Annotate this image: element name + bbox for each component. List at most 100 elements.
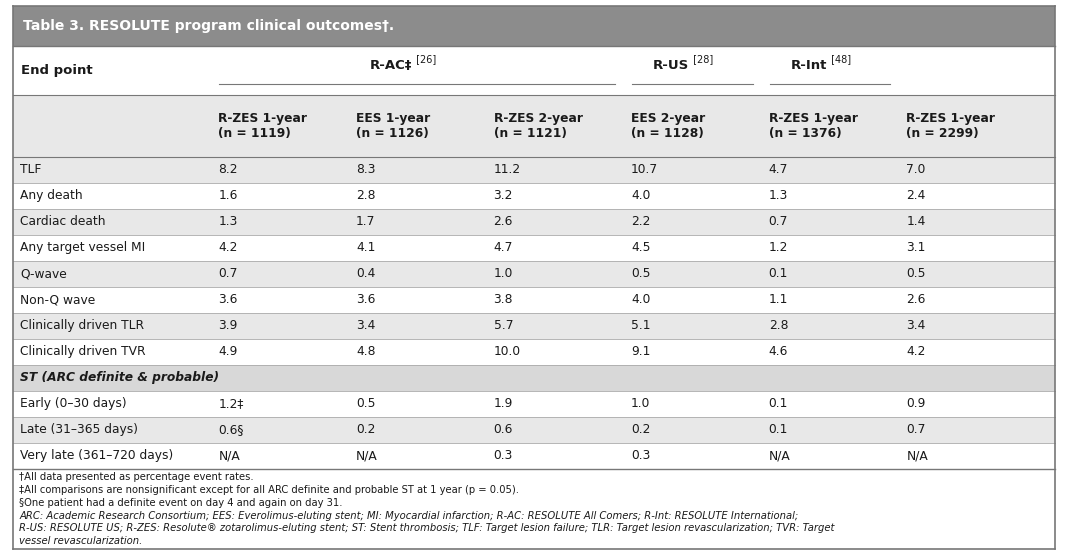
Text: 1.3: 1.3	[218, 215, 238, 228]
Bar	[13, 443, 1055, 469]
Text: 0.3: 0.3	[493, 450, 513, 462]
Text: N/A: N/A	[769, 450, 790, 462]
Text: 3.6: 3.6	[356, 293, 375, 306]
Text: Any target vessel MI: Any target vessel MI	[20, 241, 145, 254]
Text: 0.1: 0.1	[769, 397, 788, 410]
Text: 4.0: 4.0	[631, 293, 650, 306]
Text: 2.6: 2.6	[493, 215, 513, 228]
Text: 1.6: 1.6	[218, 189, 238, 202]
Text: 1.0: 1.0	[493, 267, 513, 280]
Bar	[13, 469, 1055, 549]
Text: ‡All comparisons are nonsignificant except for all ARC definite and probable ST : ‡All comparisons are nonsignificant exce…	[19, 485, 519, 495]
Text: 0.7: 0.7	[769, 215, 788, 228]
Text: 10.7: 10.7	[631, 163, 658, 176]
Bar	[13, 339, 1055, 365]
Text: [26]: [26]	[413, 54, 436, 64]
Text: EES 2-year
(n = 1128): EES 2-year (n = 1128)	[631, 112, 705, 140]
Text: 2.8: 2.8	[356, 189, 376, 202]
Text: 0.9: 0.9	[907, 397, 926, 410]
Text: 4.2: 4.2	[907, 345, 926, 359]
Text: 0.1: 0.1	[769, 267, 788, 280]
Bar	[13, 209, 1055, 235]
Text: 4.7: 4.7	[493, 241, 513, 254]
Text: 1.2‡: 1.2‡	[218, 397, 244, 410]
Text: Cardiac death: Cardiac death	[20, 215, 106, 228]
Text: 4.5: 4.5	[631, 241, 650, 254]
Bar	[13, 183, 1055, 209]
Text: R-Int: R-Int	[790, 59, 827, 72]
Text: N/A: N/A	[356, 450, 378, 462]
Text: 1.1: 1.1	[769, 293, 788, 306]
Text: [48]: [48]	[828, 54, 851, 64]
Text: ARC: Academic Research Consortium; EES: Everolimus-eluting stent; MI: Myocardial: ARC: Academic Research Consortium; EES: …	[19, 511, 799, 521]
Text: 0.5: 0.5	[631, 267, 650, 280]
Text: 3.6: 3.6	[218, 293, 238, 306]
Text: 0.2: 0.2	[356, 423, 375, 436]
Text: [28]: [28]	[690, 54, 713, 64]
Text: 7.0: 7.0	[907, 163, 926, 176]
Text: 4.7: 4.7	[769, 163, 788, 176]
Bar	[13, 261, 1055, 287]
Text: R-ZES 1-year
(n = 2299): R-ZES 1-year (n = 2299)	[907, 112, 995, 140]
Text: 0.3: 0.3	[631, 450, 650, 462]
Text: R-ZES 1-year
(n = 1376): R-ZES 1-year (n = 1376)	[769, 112, 858, 140]
Text: N/A: N/A	[218, 450, 240, 462]
Text: Q-wave: Q-wave	[20, 267, 67, 280]
Text: Table 3. RESOLUTE program clinical outcomes†.: Table 3. RESOLUTE program clinical outco…	[23, 18, 394, 33]
Bar	[13, 157, 1055, 183]
Text: 3.4: 3.4	[356, 319, 375, 332]
Text: N/A: N/A	[907, 450, 928, 462]
Bar	[13, 95, 1055, 157]
Bar	[13, 287, 1055, 313]
Text: 0.5: 0.5	[356, 397, 376, 410]
Text: End point: End point	[21, 64, 93, 77]
Text: 2.6: 2.6	[907, 293, 926, 306]
Text: Late (31–365 days): Late (31–365 days)	[20, 423, 138, 436]
Text: TLF: TLF	[20, 163, 42, 176]
Text: 2.8: 2.8	[769, 319, 788, 332]
Text: 0.6§: 0.6§	[218, 423, 244, 436]
Text: 2.2: 2.2	[631, 215, 650, 228]
Text: vessel revascularization.: vessel revascularization.	[19, 536, 142, 546]
Text: 0.5: 0.5	[907, 267, 926, 280]
Text: 4.2: 4.2	[218, 241, 238, 254]
Text: 0.2: 0.2	[631, 423, 650, 436]
Text: 8.2: 8.2	[218, 163, 238, 176]
Bar	[13, 313, 1055, 339]
Text: 1.3: 1.3	[769, 189, 788, 202]
Bar	[13, 417, 1055, 443]
Text: 0.7: 0.7	[907, 423, 926, 436]
Text: Any death: Any death	[20, 189, 83, 202]
Text: 0.1: 0.1	[769, 423, 788, 436]
Text: †All data presented as percentage event rates.: †All data presented as percentage event …	[19, 472, 254, 482]
Text: 4.9: 4.9	[218, 345, 238, 359]
Bar	[13, 6, 1055, 46]
Text: 5.1: 5.1	[631, 319, 650, 332]
Text: §One patient had a definite event on day 4 and again on day 31.: §One patient had a definite event on day…	[19, 498, 343, 508]
Text: 10.0: 10.0	[493, 345, 521, 359]
Text: 4.0: 4.0	[631, 189, 650, 202]
Text: 1.4: 1.4	[907, 215, 926, 228]
Text: ST (ARC definite & probable): ST (ARC definite & probable)	[20, 371, 219, 385]
Text: 2.4: 2.4	[907, 189, 926, 202]
Text: Very late (361–720 days): Very late (361–720 days)	[20, 450, 173, 462]
Text: R-US: R-US	[653, 59, 689, 72]
Text: 5.7: 5.7	[493, 319, 513, 332]
Text: 3.9: 3.9	[218, 319, 238, 332]
Text: 4.6: 4.6	[769, 345, 788, 359]
Text: 1.0: 1.0	[631, 397, 650, 410]
Text: 3.8: 3.8	[493, 293, 513, 306]
Text: R-ZES 2-year
(n = 1121): R-ZES 2-year (n = 1121)	[493, 112, 582, 140]
Bar	[13, 46, 1055, 95]
Text: R-AC‡: R-AC‡	[370, 59, 412, 72]
Text: 11.2: 11.2	[493, 163, 521, 176]
Text: 4.1: 4.1	[356, 241, 375, 254]
Text: 3.4: 3.4	[907, 319, 926, 332]
Text: 3.2: 3.2	[493, 189, 513, 202]
Text: 0.7: 0.7	[218, 267, 238, 280]
Bar	[13, 235, 1055, 261]
Text: 1.9: 1.9	[493, 397, 513, 410]
Text: 3.1: 3.1	[907, 241, 926, 254]
Text: 9.1: 9.1	[631, 345, 650, 359]
Text: 8.3: 8.3	[356, 163, 376, 176]
